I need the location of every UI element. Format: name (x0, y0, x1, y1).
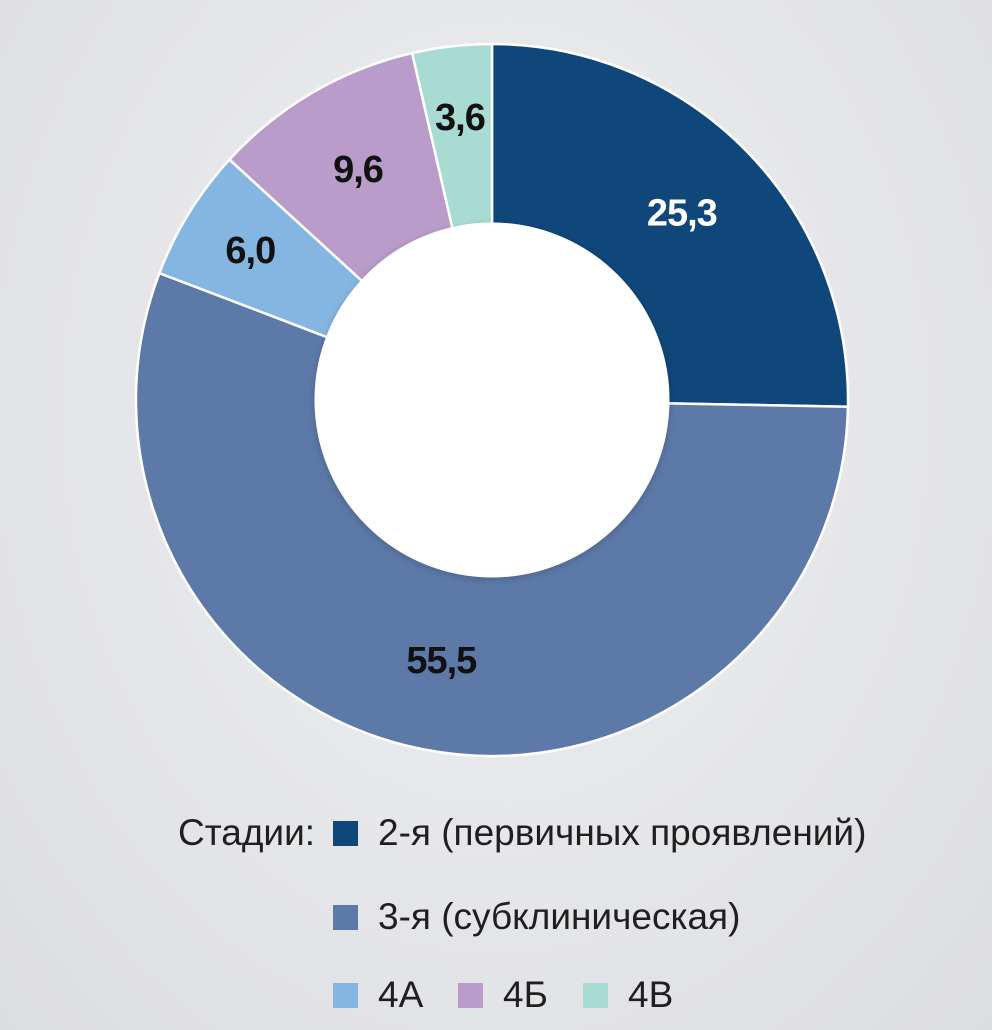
slice-label-stage-4b: 9,6 (333, 149, 383, 191)
legend-swatch-stage-3 (333, 904, 358, 930)
slice-label-stage-3: 55,5 (406, 640, 477, 682)
slice-label-stage-4a: 6,0 (225, 230, 275, 272)
legend-swatch-stage-4b (458, 982, 483, 1008)
legend-title: Стадии: (178, 812, 316, 853)
legend-label-stage-2: 2-я (первичных проявлений) (378, 812, 867, 853)
legend-label-stage-4v: 4В (628, 974, 674, 1015)
legend-item-stage-2: 2-я (первичных проявлений) (333, 812, 866, 854)
legend-item-stage-3: 3-я (субклиническая) (333, 896, 740, 938)
legend-item-stage-4v: 4В (583, 974, 673, 1016)
donut-slices (134, 42, 850, 758)
legend-swatch-stage-4v (583, 982, 608, 1008)
legend-label-stage-3: 3-я (субклиническая) (378, 896, 741, 937)
slice-label-stage-4v: 3,6 (435, 97, 485, 139)
legend-item-stage-4a: 4А (333, 974, 423, 1016)
slice-label-stage-2: 25,3 (647, 193, 717, 235)
slice-labels: 25,3 55,5 6,0 9,6 3,6 (225, 97, 717, 682)
donut-hole (314, 222, 670, 578)
legend-swatch-stage-2 (333, 820, 358, 846)
legend-label-stage-4a: 4А (378, 974, 424, 1015)
legend-swatch-stage-4a (333, 982, 358, 1008)
legend-label-stage-4b: 4Б (503, 974, 548, 1015)
legend-item-stage-4b: 4Б (458, 974, 548, 1016)
donut-chart: 25,3 55,5 6,0 9,6 3,6 (134, 42, 850, 758)
